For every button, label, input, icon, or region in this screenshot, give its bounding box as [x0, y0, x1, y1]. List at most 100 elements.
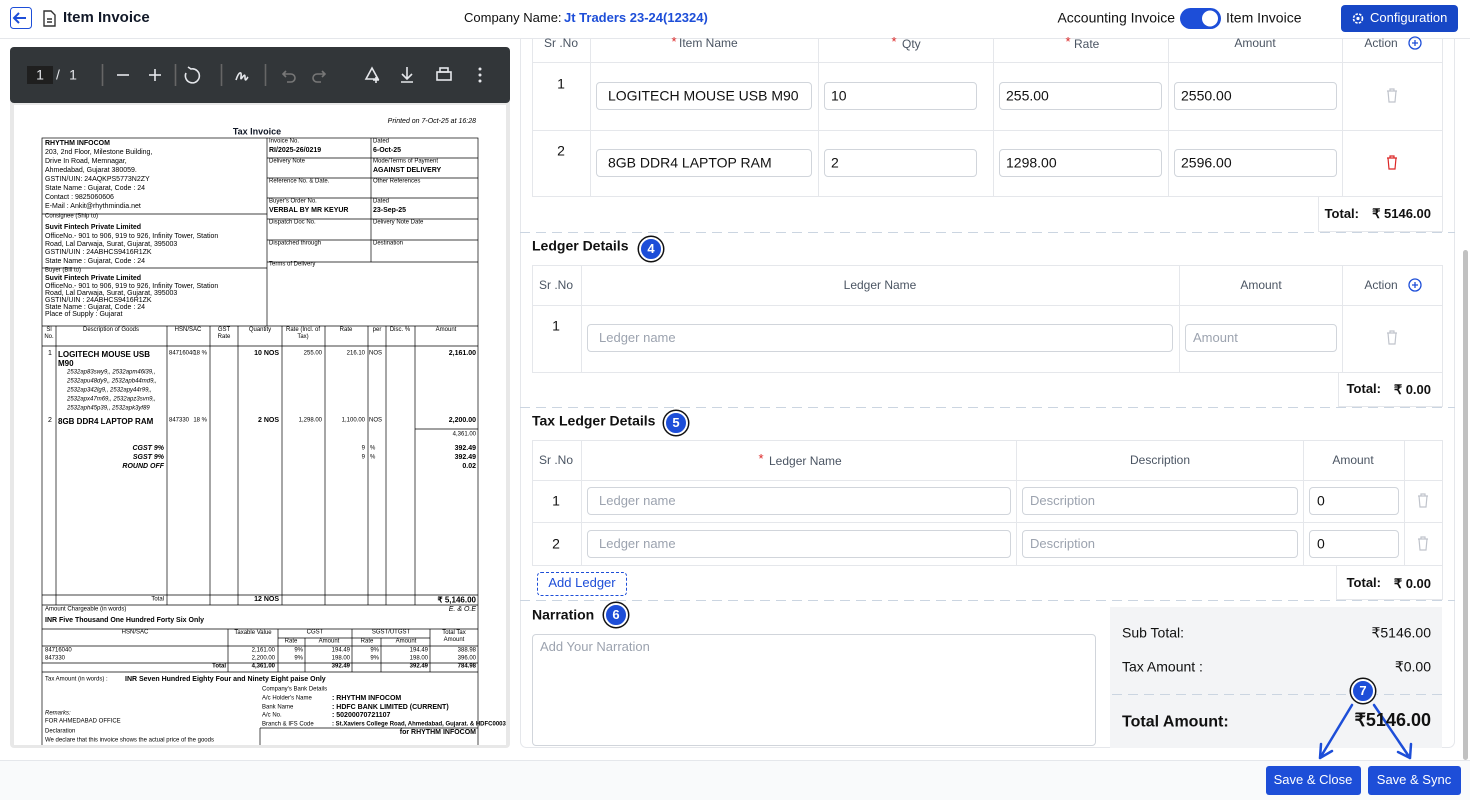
invoice-hsn-total: Total	[212, 663, 226, 670]
rows-name-placeholder[interactable]: Ledger name	[599, 493, 676, 509]
ledger-total-label: Total:	[1346, 381, 1381, 397]
qty-input[interactable]	[824, 149, 977, 177]
invoice-columns: per	[372, 327, 382, 333]
amount-input[interactable]	[1309, 530, 1399, 558]
rows-qty: 10 NOS	[254, 350, 279, 357]
required: *	[758, 451, 764, 467]
invoice-signature: for RHYTHM INFOCOM	[399, 729, 476, 736]
headers-item: Item Name	[679, 35, 738, 50]
rows-rate[interactable]: 1298.00	[1006, 154, 1057, 171]
add-ledger-button[interactable]	[537, 572, 627, 596]
headers-name: Ledger Name	[769, 453, 842, 468]
summary-sub-total: ₹5146.00	[1371, 624, 1431, 641]
invoice-seller: Ahmedabad, Gujarat 380059.	[45, 167, 137, 174]
qty-input[interactable]	[824, 82, 977, 110]
meta-label: Invoice No.	[269, 138, 300, 145]
invoice-columns: Rate (Incl. of Tax)	[285, 327, 320, 340]
invoice-total-label: Total	[151, 596, 164, 603]
viewer-total: 1	[69, 66, 77, 83]
amount-input[interactable]	[1174, 149, 1337, 177]
rows-rate[interactable]: 255.00	[1006, 87, 1049, 104]
invoice-bank-label: Company's Bank Details	[262, 686, 328, 693]
invoice-bank: : HDFC BANK LIMITED (CURRENT)	[332, 703, 449, 711]
headers-action: Action	[1364, 35, 1398, 50]
rows-amount[interactable]: 0	[1317, 535, 1325, 552]
rate-input[interactable]	[999, 149, 1162, 177]
ledger-select[interactable]	[587, 324, 1173, 352]
rows-description-placeholder[interactable]: Description	[1030, 536, 1096, 552]
item-select[interactable]	[596, 149, 812, 177]
rows-qty[interactable]: 2	[831, 154, 839, 171]
buttons-save-close[interactable]: Save & Close	[1273, 772, 1353, 788]
rows-item[interactable]: 8GB DDR4 LAPTOP RAM	[608, 154, 772, 171]
meta-value: 6-Oct-25	[373, 147, 402, 154]
invoice-consignee: OfficeNo.- 901 to 906, 919 to 926, Infin…	[45, 233, 219, 240]
narration-input[interactable]	[532, 634, 1096, 746]
invoice-hsn-headers: SGST/UTGST	[371, 629, 411, 636]
taxes-name: ROUND OFF	[122, 463, 164, 470]
header-config[interactable]: Configuration	[1370, 10, 1448, 26]
description-input[interactable]	[1022, 530, 1298, 558]
rows-per: NOS	[369, 417, 383, 424]
summary-tax: ₹0.00	[1394, 658, 1431, 675]
invoice-buyer: Suvit Fintech Private Limited	[45, 275, 142, 282]
ledger-title: Ledger Details	[532, 237, 629, 254]
rows-amount[interactable]: 0	[1317, 492, 1325, 509]
taxes-per: %	[370, 454, 376, 461]
buttons-save-sync[interactable]: Save & Sync	[1376, 772, 1452, 788]
rows-name-placeholder[interactable]: Ledger name	[599, 536, 676, 552]
invoice-hsn-rows: 84716040	[45, 647, 72, 654]
header-title: Item Invoice	[63, 9, 150, 26]
invoice-bank: A/c Holder's Name	[262, 695, 312, 702]
tax-ledger-title: Tax Ledger Details	[532, 412, 656, 429]
narration-placeholder[interactable]: Add Your Narration	[540, 639, 650, 655]
summary-badge: 7	[1351, 679, 1375, 703]
invoice-hsn-rows: 2,161.00	[251, 647, 275, 654]
rows-sr: 1	[552, 492, 560, 509]
invoice-hsn-rows: 9%	[294, 655, 303, 662]
amount-input[interactable]	[1185, 324, 1337, 352]
rows-qty[interactable]: 10	[831, 87, 847, 104]
invoice-hsn-sub: Rate	[360, 638, 374, 645]
invoice-words-label: Amount Chargeable (in words)	[45, 606, 127, 613]
header-company: Jt Traders 23-24(12324)	[564, 10, 708, 26]
ledger-badge: 4	[639, 237, 663, 261]
invoice-buyer: Place of Supply : Gujarat	[45, 311, 123, 318]
rate-input[interactable]	[999, 82, 1162, 110]
rows-amount[interactable]: 2596.00	[1181, 154, 1232, 171]
rows-amount[interactable]: 2550.00	[1181, 87, 1232, 104]
header-toggle-left[interactable]: Accounting Invoice	[1057, 9, 1175, 26]
rows-name-placeholder[interactable]: Ledger name	[599, 330, 676, 346]
invoice-lines	[41, 137, 479, 745]
invoice-buyer: Road, Lal Darwaja, Surat, Gujarat, 39500…	[45, 290, 178, 297]
invoice-columns: Disc. %	[389, 327, 411, 333]
tax-ledger-add[interactable]: Add Ledger	[548, 575, 616, 591]
invoice-seller: RHYTHM INFOCOM	[45, 140, 110, 147]
invoice-hsn-rows: 847330	[45, 655, 66, 662]
invoice-hsn-headers: CGST	[306, 629, 324, 636]
amount-input[interactable]	[1174, 82, 1337, 110]
rows-amount-placeholder[interactable]: Amount	[1193, 330, 1238, 346]
header-toggle-right[interactable]: Item Invoice	[1226, 9, 1302, 26]
ledger-select[interactable]	[587, 530, 1011, 558]
ledger-select[interactable]	[587, 487, 1011, 515]
rows-description-placeholder[interactable]: Description	[1030, 493, 1096, 509]
rows-sr: 2	[552, 535, 560, 552]
taxes-amount: 0.02	[462, 463, 476, 470]
rows-hsn: 847330	[169, 417, 190, 424]
invoice-bank: : St.Xaviers College Road, Ahmedabad, Gu…	[332, 721, 506, 727]
required: *	[671, 34, 677, 50]
ledger-total: ₹ 0.00	[1393, 382, 1431, 398]
item-select[interactable]	[596, 82, 812, 110]
rows-amount: 2,161.00	[448, 350, 476, 357]
rows-item[interactable]: LOGITECH MOUSE USB M90	[608, 87, 799, 104]
description-input[interactable]	[1022, 487, 1298, 515]
amount-input[interactable]	[1309, 487, 1399, 515]
rows-sr: 1	[552, 317, 560, 334]
rows-rate: 1,100.00	[341, 417, 365, 424]
headers-amount: Amount	[1332, 452, 1374, 467]
invoice-columns: Amount	[435, 327, 457, 333]
rows-desc: LOGITECH MOUSE USB M90	[58, 350, 151, 368]
invoice-columns: Sl No.	[44, 327, 54, 340]
